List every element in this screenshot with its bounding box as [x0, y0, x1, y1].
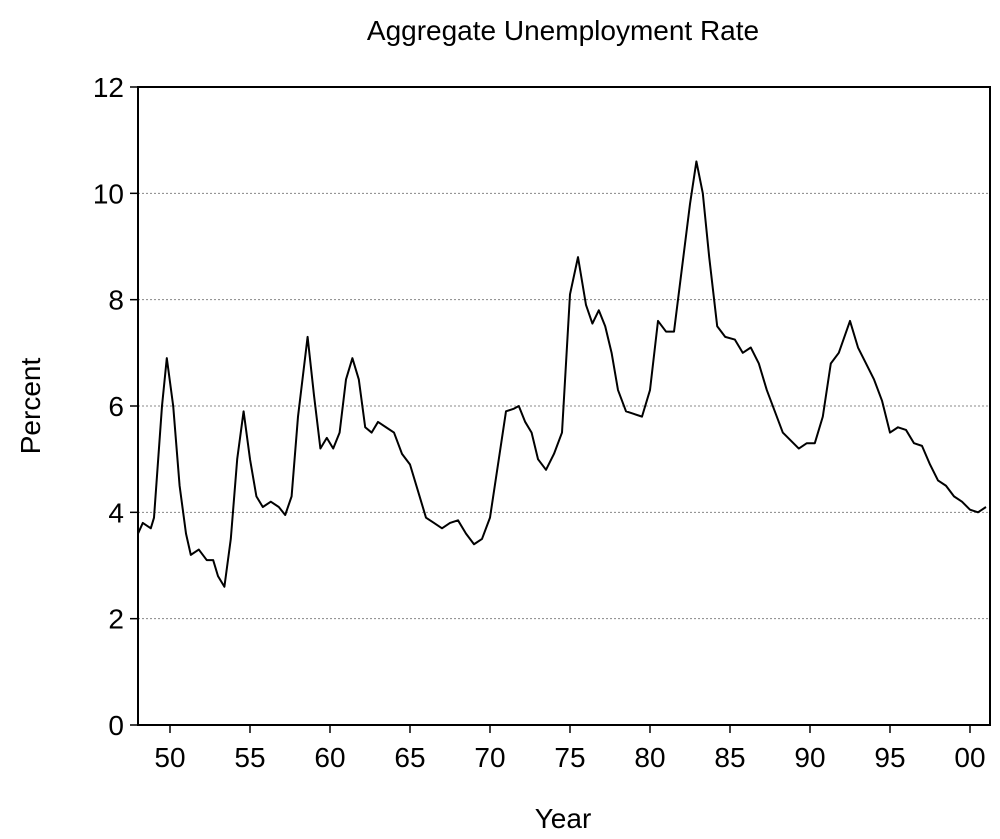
y-tick-label: 4: [108, 497, 124, 528]
line-series: [137, 160, 987, 588]
x-tick-label: 55: [234, 742, 265, 773]
plot-frame: [137, 86, 991, 726]
x-tick-label: 50: [154, 742, 185, 773]
x-tick-label: 75: [554, 742, 585, 773]
x-tick-label: 90: [794, 742, 825, 773]
x-tick-label: 60: [314, 742, 345, 773]
y-tick-label: 2: [108, 604, 124, 635]
x-tick-label: 70: [474, 742, 505, 773]
x-tick-label: 65: [394, 742, 425, 773]
x-axis-label: Year: [535, 803, 592, 834]
y-axis-label: Percent: [15, 358, 46, 455]
chart-title: Aggregate Unemployment Rate: [367, 15, 759, 46]
x-tick-label: 00: [954, 742, 985, 773]
x-tick-label: 95: [874, 742, 905, 773]
y-tick-label: 8: [108, 285, 124, 316]
y-tick-label: 10: [93, 178, 124, 209]
y-tick-label: 0: [108, 710, 124, 741]
y-tick-label: 12: [93, 72, 124, 103]
x-tick-label: 80: [634, 742, 665, 773]
y-tick-label: 6: [108, 391, 124, 422]
x-tick-label: 85: [714, 742, 745, 773]
